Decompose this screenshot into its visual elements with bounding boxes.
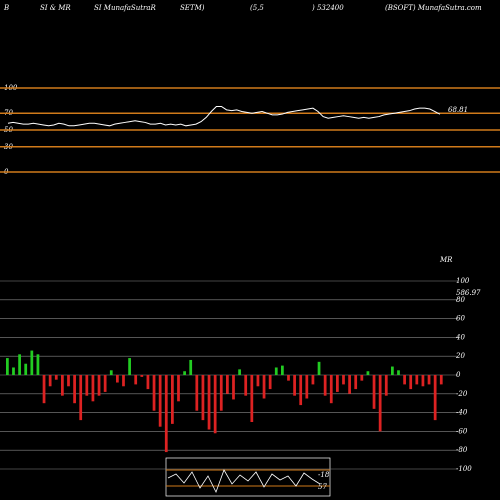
bar — [195, 375, 199, 411]
bar — [164, 375, 168, 453]
bar — [274, 367, 278, 375]
bar — [323, 375, 327, 396]
bar — [91, 375, 95, 402]
bar — [12, 367, 15, 375]
y-tick-label: 20 — [455, 352, 465, 360]
bar — [250, 375, 254, 422]
bar — [97, 375, 101, 396]
bar — [372, 375, 376, 409]
bar — [329, 375, 333, 404]
bar — [42, 375, 46, 404]
y-tick-label: -80 — [456, 446, 468, 454]
bar — [207, 375, 211, 430]
bar — [219, 375, 223, 411]
header-text: ) 532400 — [311, 4, 344, 12]
bar — [433, 375, 437, 421]
bar — [427, 375, 431, 385]
bar — [305, 375, 309, 399]
bar — [311, 375, 315, 385]
bar — [299, 375, 303, 406]
bar — [354, 375, 358, 390]
y-tick-label: 0 — [456, 371, 461, 379]
bar — [183, 371, 186, 375]
panel-label: MR — [439, 256, 453, 264]
header-text: B — [3, 4, 9, 12]
bar — [439, 375, 443, 385]
bar — [281, 365, 284, 375]
bar — [54, 375, 58, 380]
mini-label: -18 — [318, 471, 330, 479]
bar — [116, 375, 119, 383]
bar — [140, 375, 144, 377]
header-text: SI MunafaSutraR — [94, 4, 157, 12]
bar — [48, 375, 52, 387]
bar — [378, 375, 382, 432]
y-tick-label: 100 — [456, 277, 470, 285]
bar — [73, 375, 76, 404]
bar — [409, 375, 413, 390]
bar — [171, 375, 174, 424]
bar — [366, 371, 370, 375]
y-tick-label: 60 — [456, 315, 465, 323]
bar — [6, 358, 9, 375]
y-tick-label: -60 — [456, 427, 468, 435]
mini-line — [167, 469, 321, 494]
y-tick-label: 40 — [455, 333, 465, 341]
bar — [238, 369, 241, 375]
bar — [232, 375, 235, 400]
bar — [415, 375, 419, 385]
last-value-label: 68.81 — [448, 106, 468, 114]
bar — [18, 354, 21, 375]
mini-frame — [165, 457, 331, 497]
bar — [36, 354, 40, 375]
y-tick-label: 80 — [456, 296, 465, 304]
bar — [262, 375, 266, 399]
bar — [336, 375, 339, 392]
bar — [85, 375, 89, 396]
bar — [268, 375, 272, 390]
rsi-line — [7, 105, 441, 127]
bar — [24, 363, 28, 375]
mini-label: 57 — [318, 483, 327, 491]
bar — [158, 375, 162, 427]
bar — [213, 375, 217, 434]
bar — [67, 375, 70, 387]
bar — [109, 370, 113, 375]
y-tick-label: -20 — [456, 390, 468, 398]
bar — [244, 375, 248, 396]
bar — [391, 366, 394, 375]
bar — [421, 375, 425, 387]
bar — [146, 375, 150, 390]
header-text: SETM) — [180, 4, 205, 12]
bar — [128, 358, 131, 375]
bar — [226, 375, 229, 394]
bar — [30, 350, 34, 375]
bar — [397, 370, 400, 375]
bar — [342, 375, 345, 385]
bar — [287, 375, 290, 381]
bar — [177, 375, 180, 402]
bar — [293, 375, 296, 396]
bar — [61, 375, 64, 396]
bar — [134, 375, 138, 385]
bar — [384, 375, 388, 396]
header-text: (BSOFT) MunafaSutra.com — [385, 4, 482, 12]
bar — [348, 375, 351, 394]
y-tick-label: -40 — [456, 409, 468, 417]
header-text: (5,5 — [250, 4, 264, 12]
bar — [256, 375, 260, 387]
bar — [79, 375, 83, 421]
header-text: SI & MR — [40, 4, 71, 12]
bar — [403, 375, 406, 385]
bar — [360, 375, 364, 381]
bar — [103, 375, 107, 392]
y-tick-label: -100 — [456, 465, 472, 473]
bar — [152, 375, 156, 411]
panel-value: 586.97 — [456, 289, 481, 297]
bar — [317, 361, 321, 375]
bar — [201, 375, 205, 421]
bar — [122, 375, 125, 387]
bar — [189, 359, 193, 375]
